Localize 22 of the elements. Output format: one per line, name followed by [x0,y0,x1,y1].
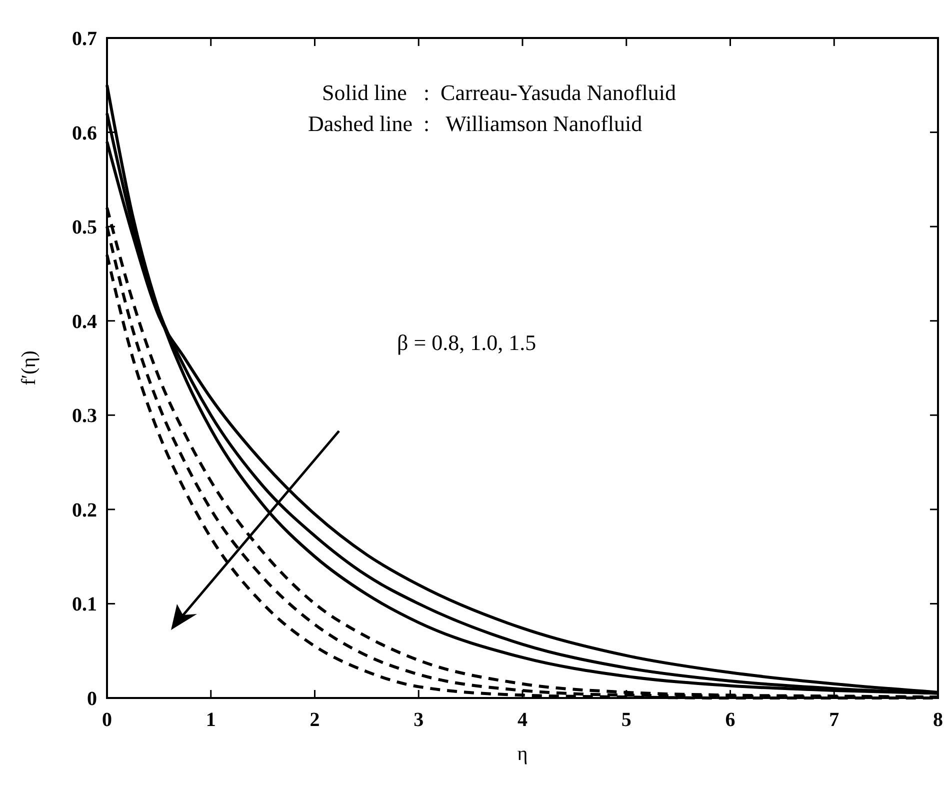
x-tick-label: 4 [518,709,528,731]
annotation: Solid line : Carreau-Yasuda Nanofluid [322,80,676,105]
annotation: β = 0.8, 1.0, 1.5 [397,330,536,355]
x-tick-label: 1 [206,709,216,731]
x-tick-label: 8 [933,709,943,731]
y-tick-label: 0.3 [72,405,97,428]
x-tick-label: 5 [621,709,632,731]
x-tick-label: 0 [102,709,112,731]
x-axis-title: η [517,743,528,765]
x-tick-label: 2 [310,709,320,731]
y-tick-label: 0.1 [72,594,97,616]
y-tick-label: 0.4 [72,310,97,333]
y-tick-label: 0.7 [72,28,97,50]
x-tick-label: 3 [414,709,424,731]
y-axis-title: f′(η) [18,350,40,386]
y-tick-label: 0.6 [72,122,97,144]
y-tick-label: 0 [87,688,97,710]
y-tick-label: 0.5 [72,216,97,239]
x-tick-label: 6 [725,709,736,731]
y-tick-label: 0.2 [72,499,97,522]
annotation: Dashed line : Williamson Nanofluid [308,111,642,136]
x-tick-label: 7 [829,709,840,731]
